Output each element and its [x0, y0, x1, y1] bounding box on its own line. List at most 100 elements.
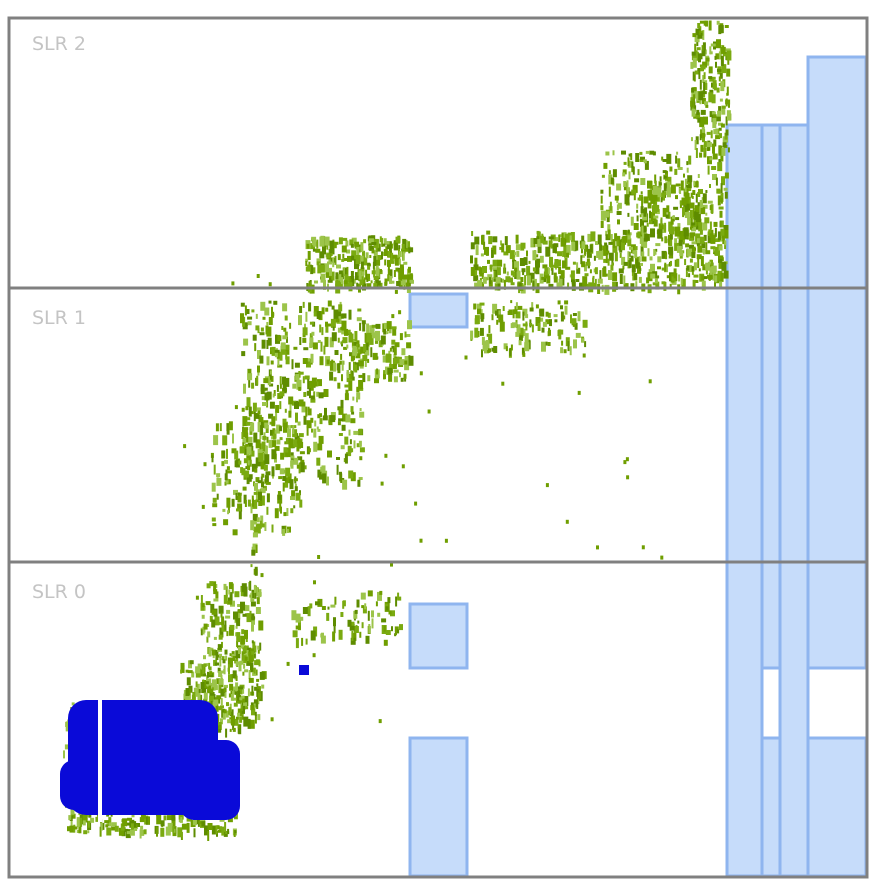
cell — [490, 265, 492, 272]
cell — [534, 238, 538, 244]
cell — [623, 460, 626, 464]
cell — [661, 217, 663, 225]
cell — [627, 180, 629, 190]
cell — [357, 317, 362, 321]
cell — [214, 465, 216, 475]
cell — [670, 261, 672, 266]
cell — [239, 510, 242, 519]
cell — [140, 826, 143, 830]
cell — [657, 275, 659, 278]
cell — [342, 425, 346, 431]
cell — [704, 72, 706, 79]
cell — [317, 261, 320, 265]
cell — [260, 672, 265, 680]
cell — [225, 693, 227, 698]
cell — [144, 829, 147, 834]
cell — [719, 246, 723, 251]
cell — [226, 449, 228, 459]
cell — [264, 454, 269, 464]
column-gap — [98, 700, 102, 822]
cell — [496, 320, 498, 325]
cell — [275, 464, 280, 470]
cell — [509, 348, 511, 356]
cell — [302, 338, 306, 343]
cell — [341, 277, 343, 284]
cell — [305, 376, 310, 380]
cell — [327, 451, 332, 458]
cell — [201, 821, 205, 827]
cell — [319, 413, 322, 417]
cell — [277, 335, 281, 341]
cell — [327, 262, 332, 265]
cell — [398, 310, 401, 314]
pblock[interactable] — [780, 125, 808, 876]
cell — [513, 272, 516, 277]
cell — [249, 581, 251, 591]
cell — [292, 359, 294, 369]
pblock[interactable] — [762, 738, 780, 876]
cell — [524, 275, 526, 285]
cell — [319, 237, 324, 247]
cell — [254, 660, 259, 665]
cell — [309, 603, 312, 608]
cell — [609, 170, 611, 174]
cell — [608, 230, 611, 239]
selected-cell-cluster[interactable] — [60, 760, 120, 810]
cell — [248, 688, 250, 696]
selected-cell[interactable] — [299, 665, 309, 675]
cell — [641, 206, 644, 213]
cell — [721, 183, 723, 193]
cell — [639, 277, 642, 283]
cell — [287, 428, 291, 437]
cell — [341, 400, 344, 408]
cell — [493, 346, 497, 353]
cell — [713, 154, 718, 160]
cell — [273, 434, 276, 440]
cell — [372, 332, 376, 338]
cell — [558, 330, 563, 335]
cell — [709, 157, 712, 160]
cell — [617, 219, 620, 224]
cell — [631, 190, 636, 195]
cell — [498, 315, 503, 323]
cell — [308, 251, 311, 260]
cell — [641, 197, 643, 207]
cell — [310, 418, 313, 423]
cell — [275, 405, 279, 413]
cell — [389, 611, 392, 615]
cell — [344, 437, 348, 445]
cell — [232, 499, 235, 507]
cell — [221, 827, 224, 836]
pblock[interactable] — [727, 125, 762, 876]
cell — [476, 245, 479, 255]
cell — [339, 472, 342, 475]
cell — [640, 157, 645, 160]
cell — [293, 611, 295, 617]
cell — [269, 440, 273, 448]
selected-cell-cluster[interactable] — [180, 740, 240, 820]
cell — [312, 378, 317, 387]
pblock[interactable] — [762, 125, 780, 668]
cell — [305, 407, 307, 417]
cell — [708, 92, 713, 102]
cell — [293, 630, 298, 637]
cell — [576, 262, 578, 269]
cell — [296, 638, 299, 648]
pblock[interactable] — [410, 294, 467, 327]
pblock[interactable] — [410, 604, 467, 668]
cell — [249, 670, 251, 679]
pblock[interactable] — [808, 738, 866, 876]
cell — [660, 176, 662, 181]
cell — [696, 148, 698, 158]
cell — [525, 333, 529, 343]
cell — [202, 603, 205, 607]
cell — [546, 312, 549, 317]
cell — [212, 650, 216, 656]
pblock[interactable] — [808, 57, 866, 668]
cell — [308, 262, 310, 265]
cell — [335, 350, 339, 355]
cell — [242, 408, 245, 412]
cell — [367, 263, 370, 266]
cell — [603, 163, 607, 169]
pblock[interactable] — [410, 738, 467, 876]
